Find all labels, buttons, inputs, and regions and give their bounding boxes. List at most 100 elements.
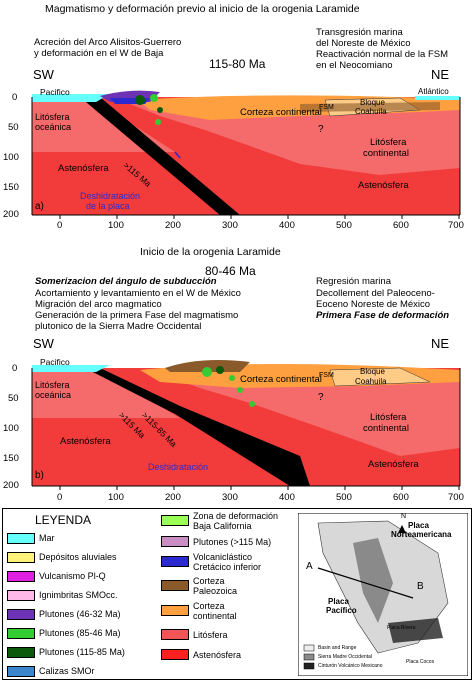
legend-swatch-plutones-115 xyxy=(161,536,189,547)
map-leg-1: Basin and Range xyxy=(318,645,357,651)
panel-a-left-note-2: y deformación en el W de Baja xyxy=(34,48,164,59)
panel-a-corteza: Corteza continental xyxy=(240,107,322,118)
panel-b-asteno-left: Astenósfera xyxy=(60,436,111,447)
panel-b-delam: Deshidratación xyxy=(148,462,209,472)
map-leg-2: Sierra Madre Occidental xyxy=(318,654,372,660)
legend-label-plutones-115-85: Plutones (115-85 Ma) xyxy=(39,647,125,657)
panel-a-y-tick-0: 0 xyxy=(12,92,18,103)
panel-b-pacific: Pacifico xyxy=(40,357,70,367)
legend-swatch-plutones-115-85 xyxy=(7,647,35,658)
panel-a-lito-oce-2: oceánica xyxy=(35,122,72,132)
panel-a-x-tick-400: 400 xyxy=(279,220,295,231)
map-north-icon: N xyxy=(401,513,407,520)
panel-b-age: 80-46 Ma xyxy=(205,264,256,278)
panel-a-asteno-right: Astenósfera xyxy=(358,180,409,191)
panel-b-left-note-5: plutonico de la Sierra Madre Occidental xyxy=(35,321,202,332)
panel-b-x-tick-700: 700 xyxy=(448,492,464,503)
legend-swatch-mar xyxy=(7,533,35,544)
panel-b-right-note-4: Primera Fase de deformación xyxy=(316,310,450,321)
legend-label-plutones-85-46: Plutones (85-46 Ma) xyxy=(39,628,121,638)
panel-b-cross-section xyxy=(31,360,461,490)
panel-b-lito-oce-1: Litósfera xyxy=(35,380,70,390)
legend-swatch-aluviales xyxy=(7,552,35,563)
legend-title: LEYENDA xyxy=(35,513,92,527)
panel-b-bloque-1: Bloque xyxy=(360,367,385,376)
panel-b-ne: NE xyxy=(431,336,450,351)
panel-a-age: 115-80 Ma xyxy=(209,57,266,71)
panel-a-lito-cont-2: continental xyxy=(363,148,409,159)
legend-swatch-calizas xyxy=(7,666,35,677)
panel-a-delam-2: de la placa xyxy=(86,201,130,211)
panel-a-cross-section xyxy=(31,90,461,219)
panel-a-pacific: Pacifico xyxy=(40,87,70,97)
location-map xyxy=(298,513,468,676)
legend-swatch-litosfera xyxy=(161,629,189,640)
legend-label-zona-2: Baja California xyxy=(193,521,252,531)
map-plate-na-2: Norteamericana xyxy=(391,530,452,539)
panel-b-letter: b) xyxy=(35,470,44,481)
legend-label-calizas: Calizas SMOr xyxy=(39,666,95,676)
panel-a-x-tick-300: 300 xyxy=(222,220,238,231)
legend-box: LEYENDA Mar Depósitos aluviales Vulcanis… xyxy=(2,508,472,680)
panel-a-bloque-2: Coahuila xyxy=(355,107,387,116)
panel-a-sw: SW xyxy=(33,67,54,82)
panel-b-title: Inicio de la orogenia Laramide xyxy=(140,246,281,258)
legend-label-aluviales: Depósitos aluviales xyxy=(39,552,117,562)
panel-a-question: ? xyxy=(318,124,324,135)
legend-swatch-vulcanismo xyxy=(7,571,35,582)
map-plate-pac-2: Pacífico xyxy=(326,606,357,615)
panel-b-y-tick-50: 50 xyxy=(8,393,19,404)
panel-a-lito-oce-1: Litósfera xyxy=(35,112,70,122)
panel-b-right-note-3: Eoceno Noreste de México xyxy=(316,299,431,310)
panel-a-y-tick-150: 150 xyxy=(3,182,19,193)
legend-label-paleozoica-2: Paleozoica xyxy=(193,586,238,596)
map-placa-cocos: Placa Cocos xyxy=(406,659,435,665)
map-plate-na-1: Placa xyxy=(408,521,429,530)
panel-b-y-tick-200: 200 xyxy=(3,480,19,491)
legend-label-corteza-1: Corteza xyxy=(193,601,225,611)
panel-a-asteno-left: Astenósfera xyxy=(58,163,109,174)
legend-swatch-paleozoica xyxy=(161,580,189,591)
panel-a-right-note-3: Reactivación normal de la FSM xyxy=(316,49,448,60)
panel-b-x-tick-0: 0 xyxy=(57,492,63,503)
panel-b-fsm: FSM xyxy=(319,372,334,379)
legend-label-plutones-115: Plutones (>115 Ma) xyxy=(193,537,272,547)
panel-b-x-tick-500: 500 xyxy=(336,492,352,503)
map-plate-pac-1: Placa xyxy=(328,597,349,606)
legend-label-vulcanismo: Vulcanismo Pl-Q xyxy=(39,571,106,581)
legend-swatch-astenosfera xyxy=(161,649,189,660)
panel-b-x-tick-300: 300 xyxy=(222,492,238,503)
legend-label-astenosfera: Astenósfera xyxy=(193,650,242,660)
panel-a-y-tick-100: 100 xyxy=(3,152,19,163)
panel-b-lito-oce-2: oceánica xyxy=(35,390,72,400)
legend-label-zona-1: Zona de deformación xyxy=(193,511,279,521)
panel-b-x-tick-400: 400 xyxy=(279,492,295,503)
panel-b-left-note-3: Migración del arco magmatico xyxy=(35,299,162,310)
panel-a-letter: a) xyxy=(35,201,44,212)
panel-a-x-tick-600: 600 xyxy=(393,220,409,231)
panel-b-x-tick-200: 200 xyxy=(165,492,181,503)
legend-label-volcaniclastico-2: Cretácico inferior xyxy=(193,562,262,572)
panel-b-x-tick-600: 600 xyxy=(393,492,409,503)
legend-label-plutones-46-32: Plutones (46-32 Ma) xyxy=(39,609,121,619)
panel-b-left-note-1: Somerizacion del ángulo de subducción xyxy=(35,276,217,287)
panel-a-left-note-1: Acreción del Arco Alisitos-Guerrero xyxy=(34,37,182,48)
panel-b-left-note-2: Acortamiento y levantamiento en el W de … xyxy=(35,288,241,299)
panel-b-right-note-1: Regresión marina xyxy=(316,276,391,287)
panel-a-x-tick-200: 200 xyxy=(165,220,181,231)
map-label-a: A xyxy=(306,561,313,572)
panel-a-y-tick-200: 200 xyxy=(3,209,19,220)
panel-a-y-tick-50: 50 xyxy=(8,122,19,133)
panel-b-y-tick-100: 100 xyxy=(3,423,19,434)
panel-b-y-tick-150: 150 xyxy=(3,453,19,464)
panel-a-x-tick-500: 500 xyxy=(336,220,352,231)
legend-label-ignimbritas: Ignimbritas SMOcc. xyxy=(39,590,118,600)
panel-b-bloque-2: Coahuila xyxy=(355,377,387,386)
panel-a-fsm: FSM xyxy=(319,104,334,111)
legend-label-paleozoica-1: Corteza xyxy=(193,576,225,586)
map-label-b: B xyxy=(417,581,424,592)
panel-b-sw: SW xyxy=(33,336,54,351)
panel-b-y-tick-0: 0 xyxy=(12,363,18,374)
legend-label-litosfera: Litósfera xyxy=(193,630,228,640)
panel-b-right-note-2: Decollement del Paleoceno- xyxy=(316,288,435,299)
